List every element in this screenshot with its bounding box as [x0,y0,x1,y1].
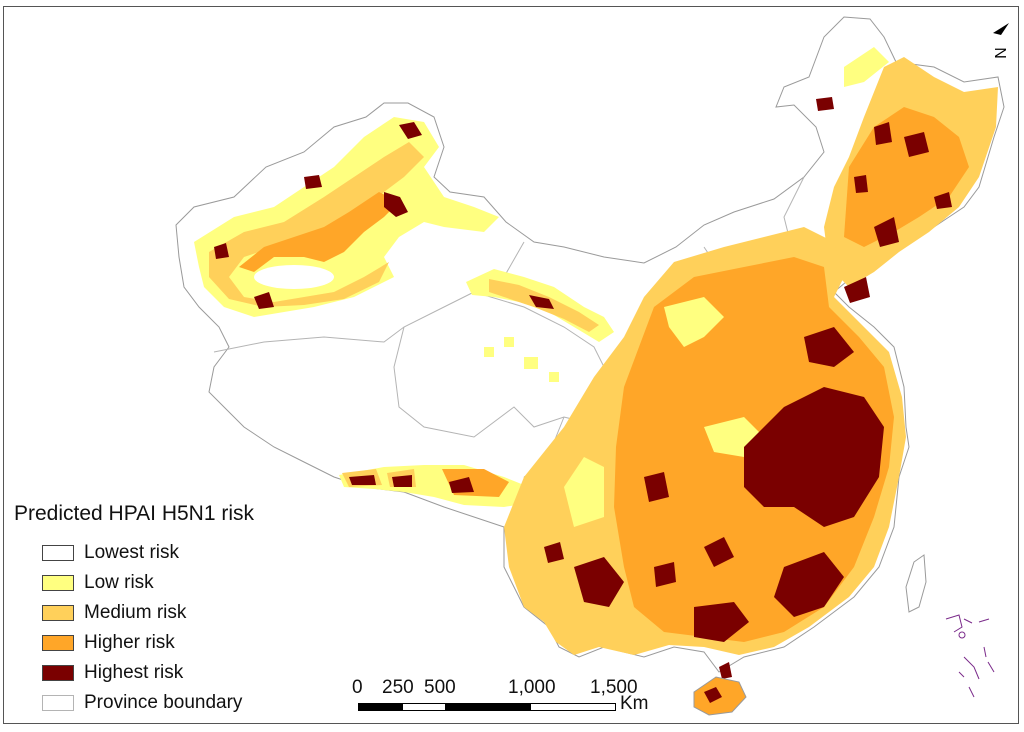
legend-item-boundary: Province boundary [14,688,254,718]
scale-bar: 0 250 500 1,000 1,500 Km [348,677,678,723]
risk-map [175,16,1005,716]
legend-swatch-medium [42,605,74,621]
risk-north-central [466,269,614,382]
legend-item-lowest: Lowest risk [14,538,254,568]
risk-northwest [194,117,499,317]
legend-label: Higher risk [84,632,175,653]
legend-swatch-lowest [42,545,74,561]
legend-item-medium: Medium risk [14,598,254,628]
scale-seg [531,704,615,710]
legend-swatch-low [42,575,74,591]
legend-label: Province boundary [84,692,243,713]
scale-seg [445,704,531,710]
scale-tick-label: 0 [352,677,363,698]
hainan-island [693,676,747,716]
scale-tick-label: 250 [382,677,414,698]
legend-label: Medium risk [84,602,187,623]
legend-label: Lowest risk [84,542,180,563]
legend-item-highest: Highest risk [14,658,254,688]
legend-label: Highest risk [84,662,184,683]
scale-tick-label: 1,000 [508,677,556,698]
risk-highest-clusters [544,277,884,679]
legend-item-low: Low risk [14,568,254,598]
scale-unit: Km [620,693,649,714]
north-label: N [991,47,1008,59]
taiwan-island [905,554,927,613]
risk-tibet [339,465,534,507]
scale-seg [359,704,403,710]
scale-bar-graphic [358,703,616,711]
legend-swatch-boundary [42,695,74,711]
legend-swatch-highest [42,665,74,681]
scale-tick-label: 500 [424,677,456,698]
legend-item-higher: Higher risk [14,628,254,658]
legend: Predicted HPAI H5N1 risk Lowest risk Low… [14,502,254,718]
north-arrow-icon: N [991,23,1009,59]
south-china-sea-islands [945,614,995,698]
risk-northeast [816,47,998,287]
legend-swatch-higher [42,635,74,651]
map-frame: Predicted HPAI H5N1 risk Lowest risk Low… [3,6,1019,724]
legend-label: Low risk [84,572,154,593]
scale-seg [403,704,445,710]
legend-title: Predicted HPAI H5N1 risk [14,502,255,525]
scale-tick-label: 1,500 [590,677,638,698]
